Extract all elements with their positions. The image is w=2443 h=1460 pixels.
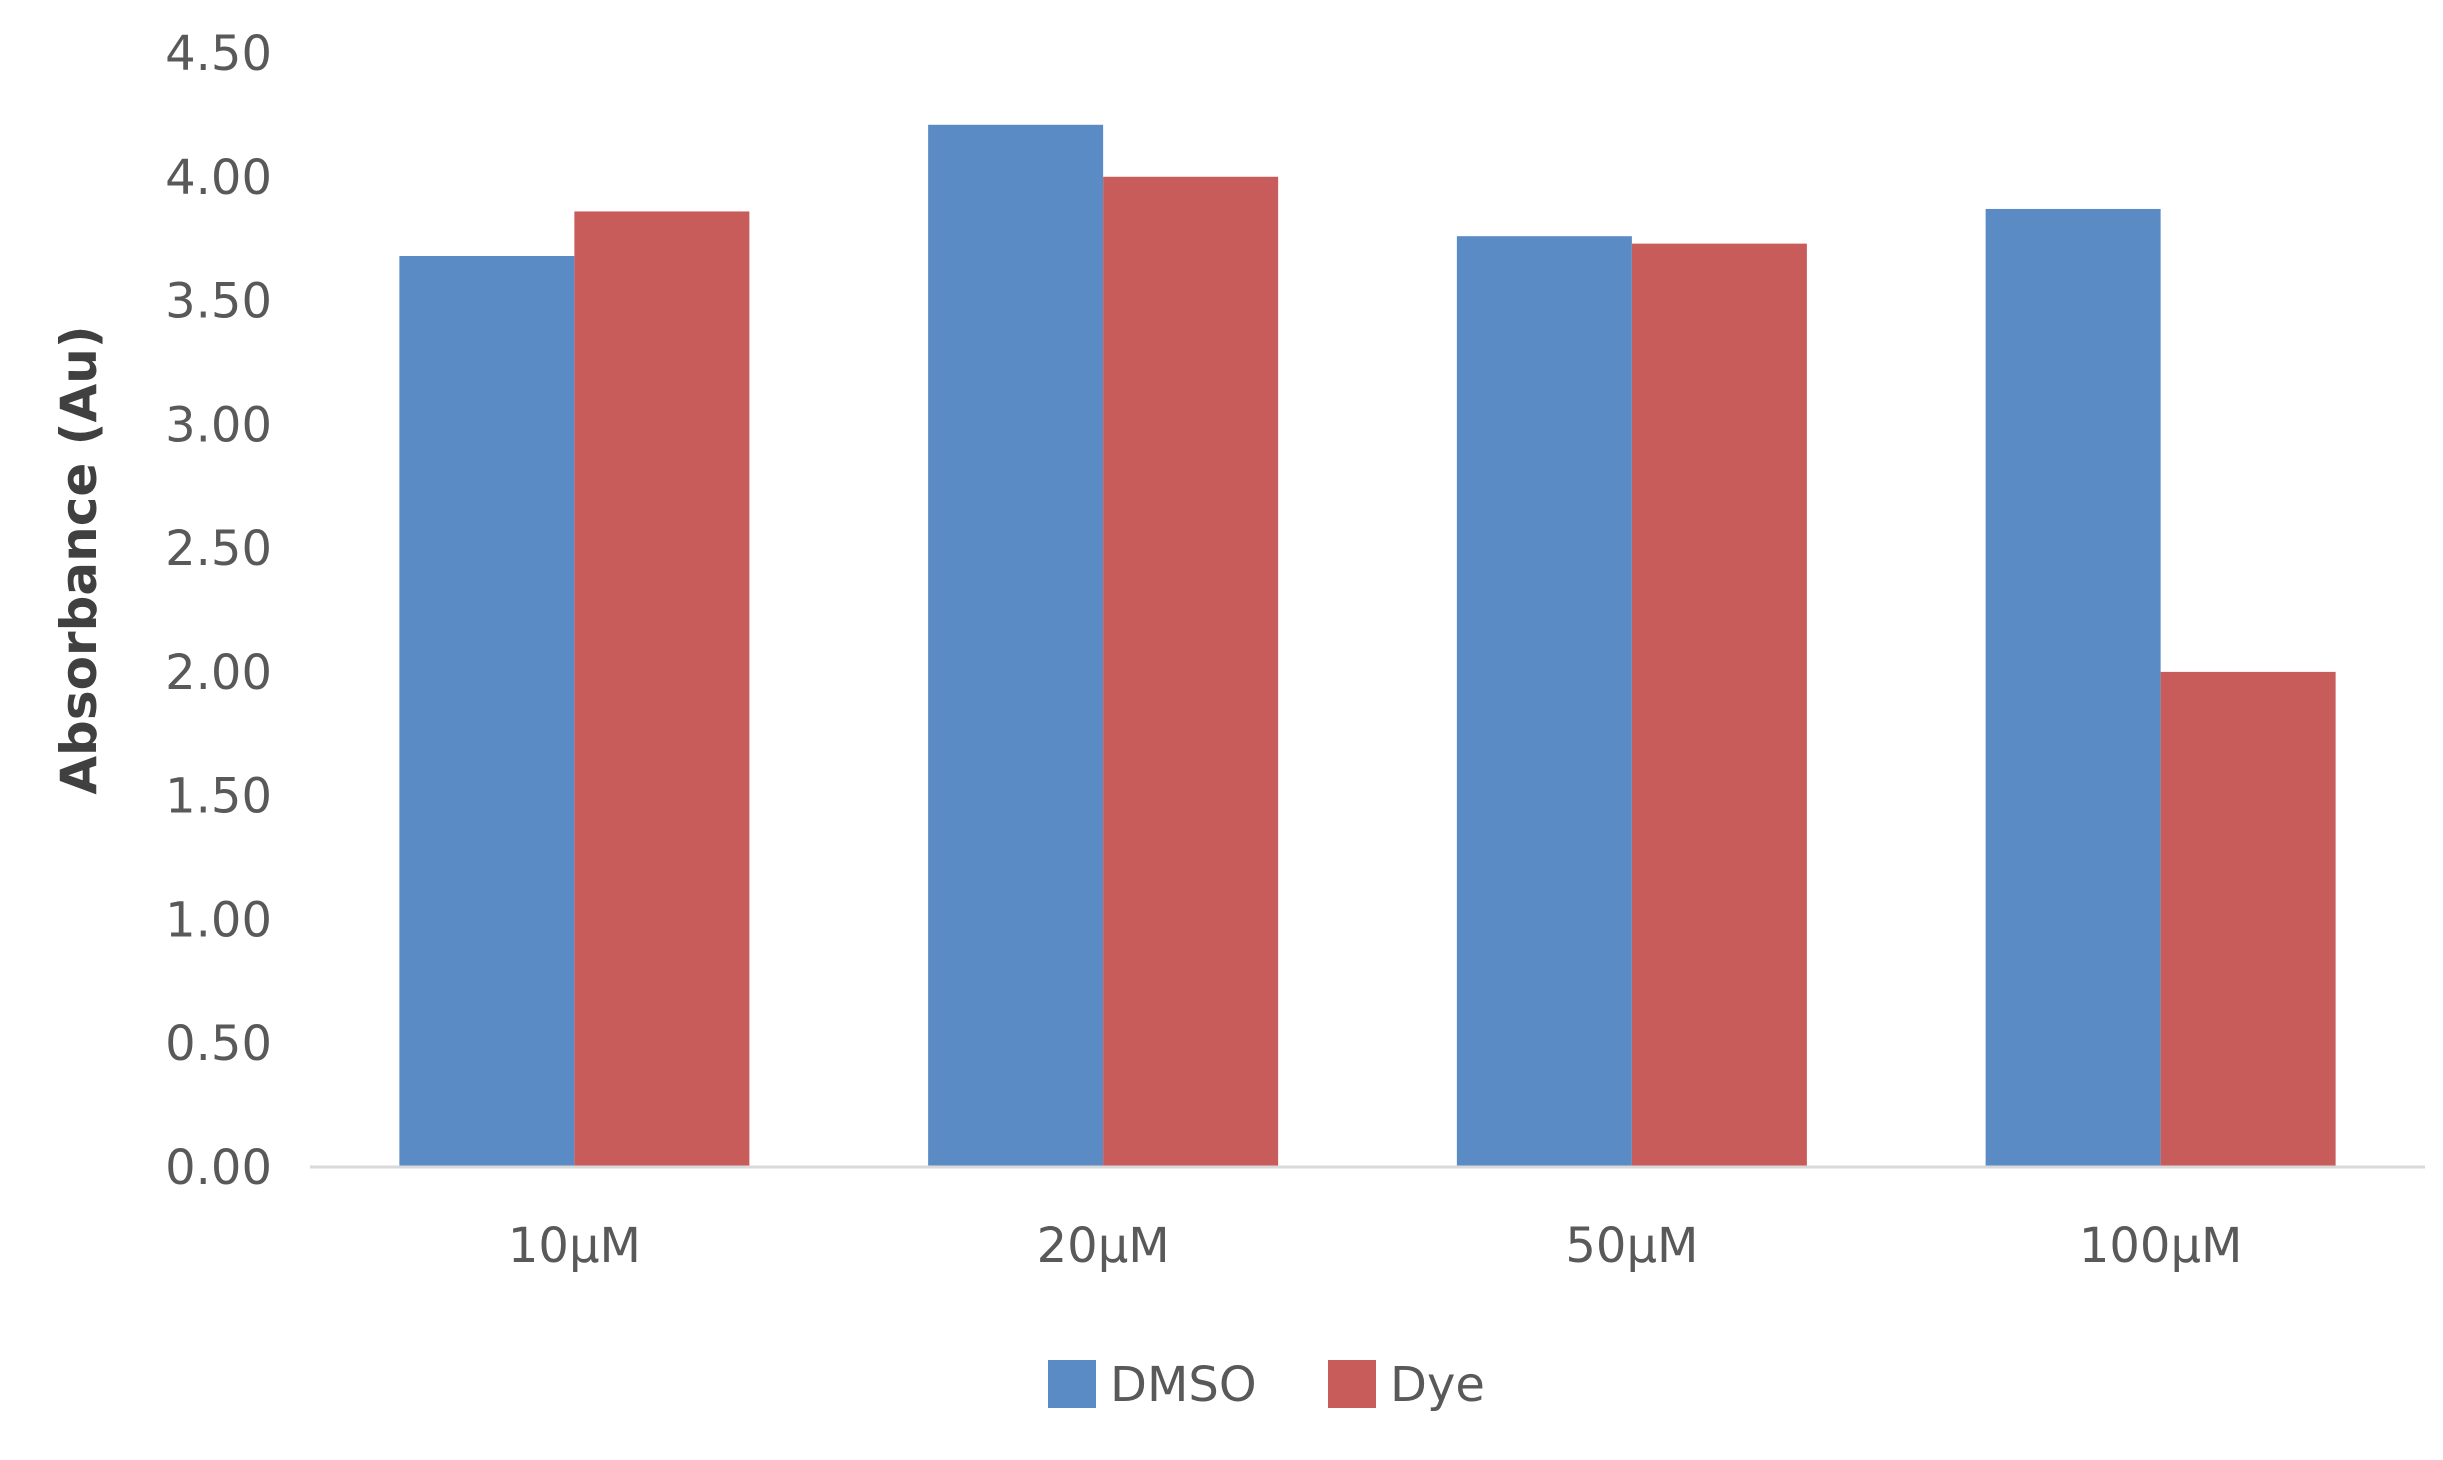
bar-dmso-3 xyxy=(1456,236,1632,1168)
y-tick-label: 0.00 xyxy=(165,1140,272,1196)
bar-dye-2 xyxy=(1103,176,1279,1167)
legend-swatch-dye xyxy=(1328,1360,1376,1408)
legend-label-dmso: DMSO xyxy=(1110,1357,1257,1413)
x-axis-ticks: 10µM 20µM 50µM 100µM xyxy=(508,1218,2243,1274)
y-tick-label: 3.00 xyxy=(165,397,272,453)
bar-dmso-4 xyxy=(1985,208,2161,1167)
legend: DMSO Dye xyxy=(1048,1357,1485,1413)
legend-label-dye: Dye xyxy=(1390,1357,1485,1413)
bars xyxy=(399,124,2336,1168)
x-tick-label: 10µM xyxy=(508,1218,641,1274)
y-tick-label: 4.50 xyxy=(165,26,272,82)
y-tick-label: 2.50 xyxy=(165,521,272,577)
x-tick-label: 50µM xyxy=(1565,1218,1698,1274)
bar-dye-4 xyxy=(2160,671,2336,1167)
legend-swatch-dmso xyxy=(1048,1360,1096,1408)
y-tick-label: 1.50 xyxy=(165,769,272,825)
bar-dye-1 xyxy=(574,211,750,1168)
bar-dye-3 xyxy=(1631,243,1807,1167)
y-tick-label: 4.00 xyxy=(165,150,272,206)
y-tick-label: 1.00 xyxy=(165,892,272,948)
x-tick-label: 20µM xyxy=(1037,1218,1170,1274)
x-tick-label: 100µM xyxy=(2079,1218,2243,1274)
bar-dmso-2 xyxy=(928,124,1104,1167)
y-tick-label: 0.50 xyxy=(165,1016,272,1072)
y-axis-title: Absorbance (Au) xyxy=(50,325,108,794)
y-tick-label: 2.00 xyxy=(165,645,272,701)
y-tick-label: 3.50 xyxy=(165,274,272,330)
y-axis-ticks: 0.00 0.50 1.00 1.50 2.00 2.50 3.00 3.50 4.00 4.50 xyxy=(165,26,272,1196)
bar-dmso-1 xyxy=(399,255,575,1168)
